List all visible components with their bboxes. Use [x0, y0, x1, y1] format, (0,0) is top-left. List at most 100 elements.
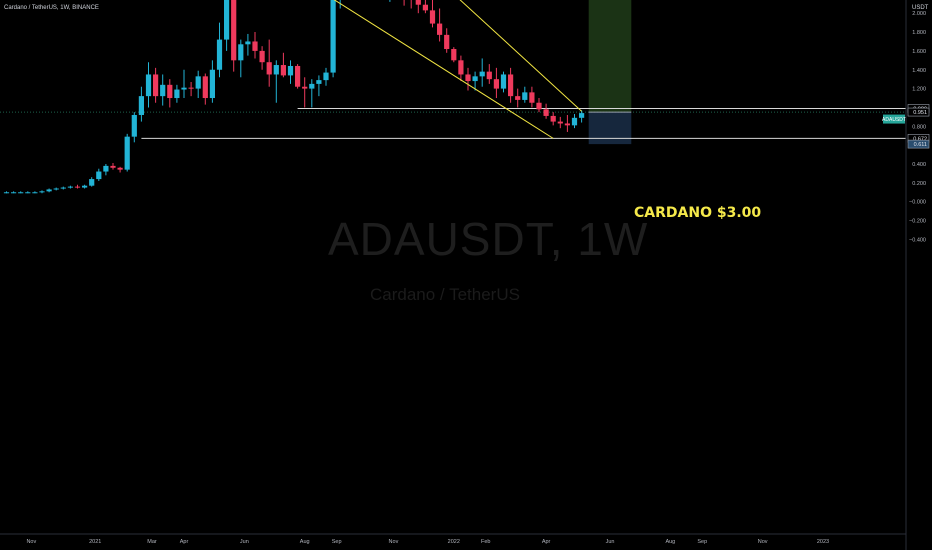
x-tick-label: Feb	[481, 539, 490, 545]
stop-zone-box	[588, 112, 632, 145]
candle-body	[131, 114, 137, 137]
y-tick-label: 1.800	[912, 30, 926, 36]
price-label-text: 0.951	[913, 110, 927, 116]
name-watermark: Cardano / TetherUS	[370, 285, 520, 304]
candle-body	[422, 4, 428, 11]
candle-body	[202, 76, 208, 99]
candle-body	[124, 136, 130, 170]
candle-body	[39, 191, 45, 193]
candle-body	[3, 192, 10, 194]
candle-body	[302, 86, 308, 89]
y-tick-label: −0.200	[909, 219, 926, 225]
candle-body	[571, 117, 578, 126]
candle-body	[579, 113, 585, 118]
candle-body	[280, 65, 286, 76]
candle-body	[153, 74, 159, 97]
price-label-box	[907, 139, 930, 149]
candle-body	[330, 0, 336, 73]
x-tick-label: Nov	[389, 539, 399, 545]
candle-body	[67, 186, 73, 188]
y-tick-label: 2.000	[912, 11, 926, 17]
current-price-tag	[883, 114, 905, 124]
x-tick-label: Aug	[665, 539, 675, 545]
y-tick-label: 0.400	[912, 162, 926, 168]
y-tick-label: 0.800	[912, 124, 926, 130]
candle-body	[536, 102, 542, 110]
candle-body	[167, 84, 173, 99]
candle-body	[188, 87, 194, 89]
candle-body	[266, 62, 272, 75]
candle-body	[309, 83, 315, 89]
y-tick-label: −0.400	[909, 237, 926, 243]
candle-body	[103, 165, 109, 172]
candle-body	[508, 74, 514, 97]
wedge-trendline	[459, 0, 582, 112]
candle-body	[224, 0, 230, 40]
price-label-text: 0.672	[913, 136, 927, 142]
wedge-trendline	[333, 0, 554, 139]
x-tick-label: Mar	[147, 539, 157, 545]
x-tick-label: Jun	[240, 539, 249, 545]
target-annotation: CARDANO $3.00	[634, 205, 762, 221]
candle-body	[493, 79, 499, 89]
candle-body	[11, 192, 17, 194]
x-tick-label: Sep	[332, 539, 342, 545]
candle-body	[160, 84, 166, 97]
trendlines	[333, 0, 582, 139]
candle-body	[515, 96, 521, 100]
candle-body	[522, 92, 528, 100]
x-tick-label: Nov	[758, 539, 768, 545]
candle-body	[216, 39, 223, 70]
candle-body	[323, 72, 329, 81]
x-tick-label: 2023	[817, 539, 829, 545]
candle-body	[195, 76, 201, 89]
x-tick-label: Sep	[697, 539, 707, 545]
candle-body	[82, 185, 88, 188]
candle-body	[444, 34, 450, 50]
y-tick-label: 1.200	[912, 87, 926, 93]
candle-body	[174, 89, 180, 99]
y-tick-label: 1.400	[912, 68, 926, 74]
candle-body	[451, 49, 457, 61]
target-zone-box	[588, 0, 632, 113]
chart-title: Cardano / TetherUS, 1W, BINANCE	[4, 5, 99, 11]
candle-body	[458, 60, 464, 75]
x-tick-label: 2022	[448, 539, 460, 545]
x-tick-label: Nov	[26, 539, 36, 545]
candle-body	[18, 192, 24, 194]
candle-body	[500, 74, 507, 89]
position-boxes	[588, 0, 632, 145]
candle-body	[295, 65, 301, 87]
candle-body	[437, 23, 443, 35]
candle-body	[415, 0, 421, 5]
candle-body	[529, 92, 535, 103]
candle-body	[472, 76, 478, 82]
candle-body	[557, 121, 563, 124]
candle-body	[259, 50, 265, 63]
x-tick-label: Apr	[542, 539, 551, 545]
x-tick-label: Jun	[606, 539, 615, 545]
candle-body	[117, 167, 123, 170]
time-axis[interactable]: Nov 2021 Mar Apr Jun Aug Sep Nov 2022 Feb Apr Jun Au…	[26, 539, 829, 545]
candle-body	[486, 71, 492, 80]
candle-body	[89, 179, 95, 186]
candle-body	[53, 188, 59, 190]
candle-body	[564, 123, 570, 126]
candle-body	[287, 65, 294, 76]
candle-body	[209, 69, 215, 99]
candle-body	[96, 171, 102, 180]
horizontal-lines	[0, 107, 906, 139]
candle-body	[273, 65, 279, 75]
candle-body	[316, 80, 322, 84]
candle-body	[238, 44, 244, 61]
candle-body	[145, 74, 152, 97]
candle-body	[231, 0, 237, 61]
candle-body	[245, 41, 251, 45]
candle-body	[252, 41, 258, 51]
candle-body	[550, 115, 556, 122]
current-price-tag-text: ADAUSDT	[882, 117, 906, 123]
candle-body	[32, 192, 38, 194]
